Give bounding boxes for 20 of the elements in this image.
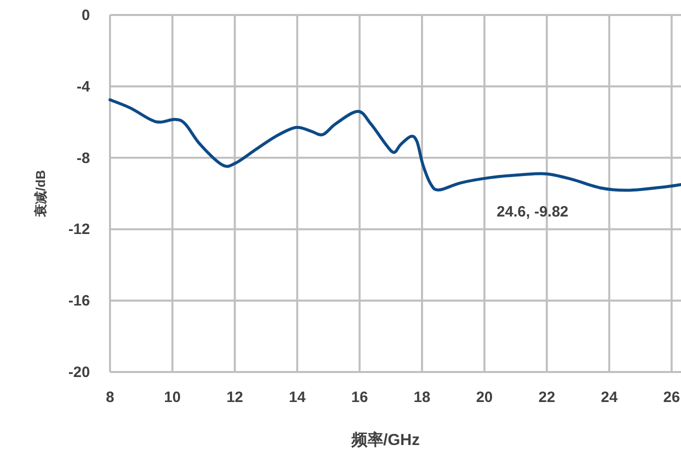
- x-tick-label: 12: [226, 389, 244, 406]
- y-tick-label: -4: [76, 78, 91, 96]
- x-axis-title: 频率/GHz: [350, 430, 420, 449]
- y-tick-label: -12: [68, 221, 90, 238]
- x-tick-label: 14: [288, 389, 306, 406]
- y-tick-label: 0: [82, 7, 90, 24]
- x-tick-label: 24: [600, 389, 618, 406]
- line-series: [108, 98, 681, 192]
- y-tick-label: -20: [68, 364, 90, 381]
- x-tick-label: 10: [164, 389, 181, 406]
- x-tick-label: 22: [538, 389, 556, 406]
- x-tick-label: 8: [106, 389, 114, 406]
- x-tick-label: 20: [476, 389, 493, 406]
- annotation: 24.6, -9.82: [496, 204, 568, 221]
- x-tick-label: 18: [414, 389, 430, 406]
- x-tick-label: 26: [663, 389, 680, 406]
- y-tick-label: -16: [68, 292, 90, 310]
- y-axis-title: 衰减/dB: [33, 170, 48, 218]
- x-tick-label: 16: [351, 389, 368, 406]
- y-tick-label: -8: [76, 150, 90, 167]
